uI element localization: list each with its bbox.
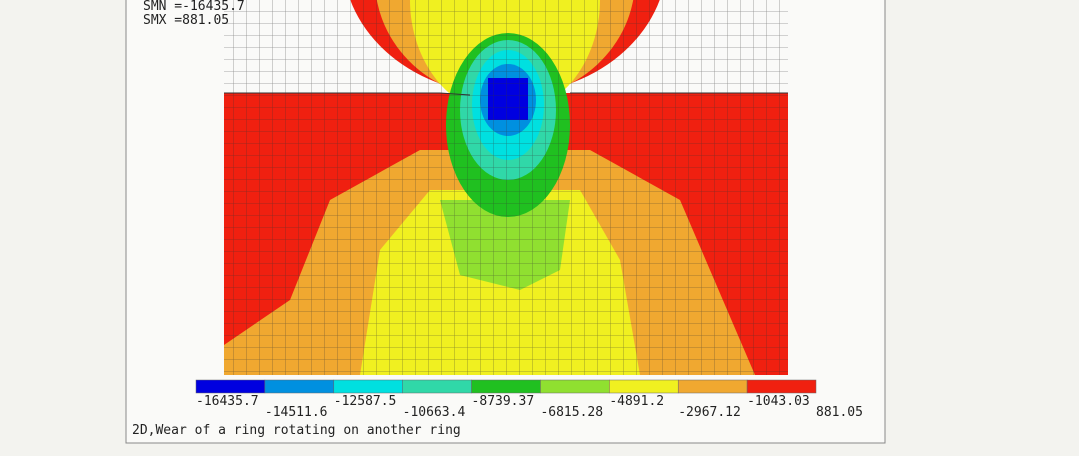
caption: 2D,Wear of a ring rotating on another ri… — [132, 423, 461, 438]
legend-label: -1043.03 — [747, 394, 810, 409]
legend-label: -2967.12 — [678, 405, 741, 420]
legend-label: -8739.37 — [472, 394, 535, 409]
contour-plot — [224, 0, 788, 375]
info-line: SMX =881.05 — [143, 13, 229, 28]
legend-band — [609, 379, 679, 394]
legend-label: 881.05 — [816, 405, 863, 420]
legend-label: -14511.6 — [265, 405, 328, 420]
legend: -16435.7 -14511.6 -12587.5 -10663.4 -8739.37… — [195, 379, 863, 420]
legend-label: -10663.4 — [403, 405, 466, 420]
legend-label: -12587.5 — [334, 394, 397, 409]
legend-band — [540, 379, 610, 394]
legend-label: -6815.28 — [540, 405, 603, 420]
info-line: SMN =-16435.7 — [143, 0, 245, 14]
legend-band — [333, 379, 403, 394]
legend-label: -4891.2 — [609, 394, 664, 409]
legend-band — [402, 379, 472, 394]
legend-band — [677, 379, 748, 394]
legend-band — [471, 379, 541, 394]
legend-band — [264, 379, 335, 394]
legend-band — [195, 379, 266, 394]
legend-band — [746, 379, 817, 394]
legend-label: -16435.7 — [196, 394, 259, 409]
